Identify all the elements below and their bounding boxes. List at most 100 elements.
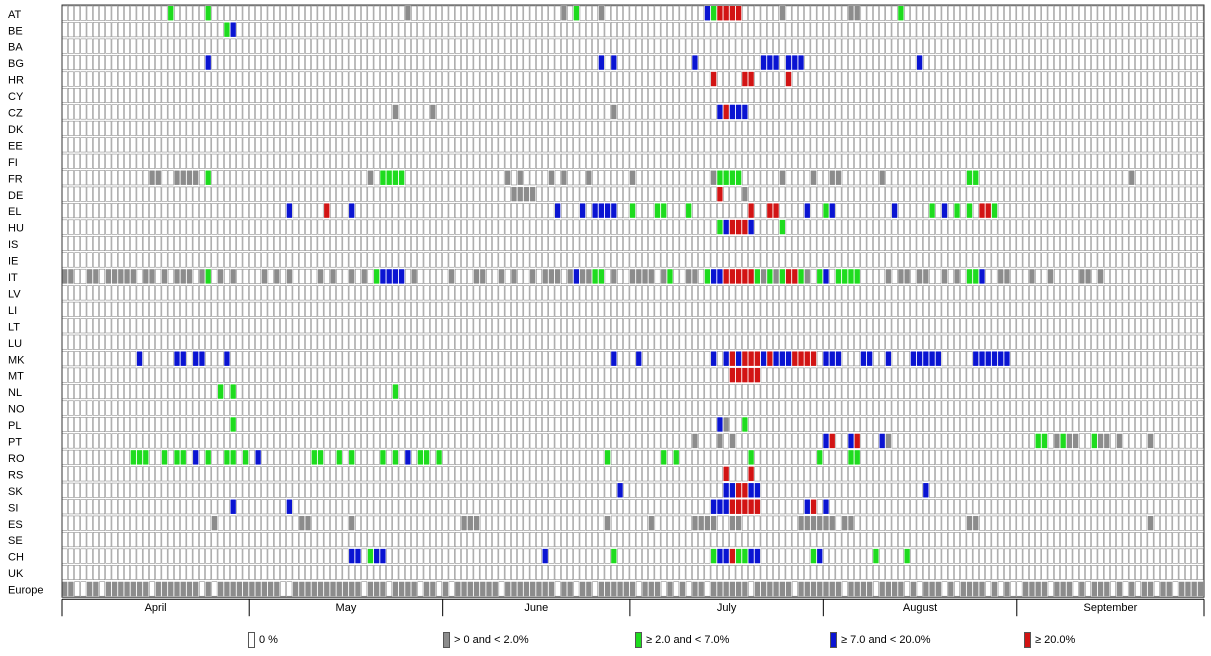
cell-cz-87 (604, 104, 611, 120)
cell-bg-163 (1078, 55, 1085, 71)
cell-fr-17 (167, 170, 174, 186)
cell-hr-154 (1022, 71, 1029, 87)
cell-el-122 (823, 203, 829, 218)
cell-no-40 (311, 400, 318, 416)
cell-nl-132 (885, 384, 892, 400)
cell-mk-41 (317, 351, 324, 367)
cell-el-118 (798, 203, 804, 219)
cell-ee-72 (511, 137, 517, 153)
cell-mk-64 (461, 351, 467, 367)
cell-ro-0 (61, 449, 68, 465)
cell-bg-16 (161, 55, 168, 71)
cell-ie-22 (199, 252, 205, 268)
cell-it-116 (785, 269, 792, 284)
cell-ba-34 (273, 38, 280, 54)
cell-li-88 (610, 301, 617, 317)
cell-pl-173 (1141, 417, 1148, 432)
cell-be-6 (99, 22, 106, 38)
cell-li-65 (467, 301, 474, 317)
cell-pt-110 (748, 433, 755, 449)
cell-is-144 (960, 236, 967, 252)
cell-cz-69 (492, 104, 499, 120)
cell-be-181 (1191, 22, 1198, 38)
cell-be-28 (236, 22, 243, 38)
cell-hu-60 (436, 219, 443, 235)
cell-mt-122 (823, 367, 829, 383)
cell-hr-11 (130, 71, 137, 87)
cell-ba-13 (142, 38, 149, 54)
cell-cz-98 (673, 104, 680, 120)
cell-cy-136 (910, 88, 917, 103)
cell-de-84 (585, 186, 592, 202)
cell-ie-136 (910, 252, 917, 268)
cell-de-25 (217, 186, 224, 202)
cell-it-50 (374, 269, 380, 284)
cell-be-138 (922, 22, 929, 38)
cell-is-110 (748, 236, 755, 252)
cell-no-33 (267, 400, 274, 416)
cell-mk-70 (498, 351, 505, 367)
cell-no-16 (161, 400, 168, 416)
cell-hu-14 (149, 219, 155, 235)
cell-ie-175 (1153, 252, 1160, 268)
cell-it-143 (954, 269, 960, 284)
cell-lu-109 (741, 334, 748, 350)
cell-li-101 (692, 301, 698, 317)
cell-mk-86 (598, 351, 605, 367)
cell-fr-115 (779, 170, 785, 185)
cell-mk-146 (973, 351, 979, 366)
cell-ie-90 (623, 252, 630, 268)
cell-ee-150 (997, 137, 1004, 153)
cell-el-176 (1160, 203, 1166, 219)
cell-li-91 (629, 301, 636, 317)
cell-cz-141 (941, 104, 948, 120)
cell-lt-9 (117, 318, 124, 334)
cell-hu-85 (592, 219, 599, 235)
cell-cy-35 (280, 88, 287, 103)
cell-el-60 (436, 203, 443, 219)
cell-at-42 (323, 5, 330, 21)
cell-cz-41 (317, 104, 324, 120)
cell-nl-72 (511, 384, 517, 400)
cell-bg-181 (1191, 55, 1198, 71)
cell-at-21 (192, 5, 199, 21)
cell-mk-75 (529, 351, 536, 367)
cell-cy-22 (199, 88, 205, 103)
cell-hr-3 (80, 71, 87, 87)
cell-fr-81 (567, 170, 574, 186)
cell-de-129 (866, 186, 873, 202)
cell-at-8 (111, 5, 118, 21)
cell-cy-99 (679, 88, 686, 103)
cell-li-112 (760, 301, 767, 317)
cell-mt-78 (548, 367, 555, 383)
cell-dk-37 (292, 120, 299, 136)
cell-lt-41 (317, 318, 324, 334)
cell-cy-119 (804, 88, 811, 103)
cell-be-36 (286, 22, 293, 38)
cell-lv-159 (1053, 285, 1060, 301)
cell-dk-5 (92, 120, 99, 136)
cell-dk-61 (442, 120, 449, 136)
row-label-es: ES (8, 519, 23, 531)
cell-no-138 (922, 400, 929, 416)
cell-it-170 (1122, 268, 1129, 284)
cell-mk-90 (623, 351, 630, 367)
cell-ee-36 (286, 137, 293, 153)
cell-pl-50 (373, 417, 380, 432)
cell-mt-118 (798, 367, 804, 383)
cell-pt-117 (791, 433, 798, 449)
cell-bg-39 (305, 55, 311, 71)
cell-de-91 (629, 186, 636, 202)
cell-no-137 (916, 400, 923, 416)
cell-ee-174 (1147, 137, 1154, 153)
cell-hu-53 (392, 219, 399, 235)
cell-fi-117 (791, 153, 798, 169)
cell-bg-159 (1053, 55, 1060, 71)
cell-lu-21 (192, 334, 199, 350)
cell-be-69 (492, 22, 499, 38)
cell-hr-159 (1053, 71, 1060, 87)
cell-de-131 (879, 186, 886, 202)
cell-pl-80 (560, 417, 567, 432)
cell-ba-171 (1128, 38, 1135, 54)
cell-ie-125 (841, 252, 848, 268)
